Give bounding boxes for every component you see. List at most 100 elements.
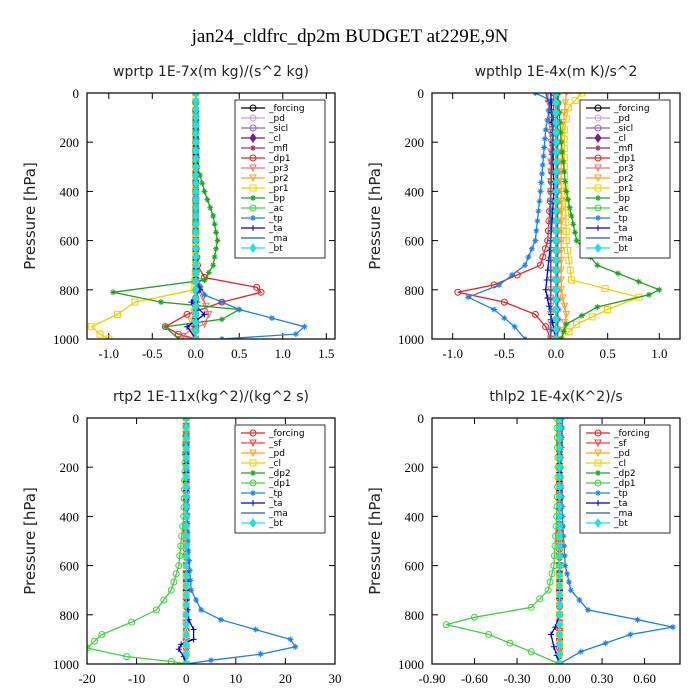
legend-label: _pr1: [268, 184, 289, 194]
data-point: [552, 186, 560, 197]
data-point: [552, 93, 560, 98]
data-point: [131, 298, 139, 306]
legend-marker: [249, 429, 257, 437]
data-point: [562, 562, 569, 569]
data-point: [201, 311, 208, 318]
data-point: [552, 275, 560, 285]
data-point: [594, 304, 601, 311]
series-group: [454, 93, 663, 339]
y-tick-label: 600: [405, 559, 425, 574]
legend-label: _pr2: [268, 174, 289, 184]
data-point: [182, 423, 190, 433]
data-point: [182, 550, 190, 561]
data-point: [527, 648, 535, 656]
legend-label: _dp2: [613, 469, 636, 479]
data-point: [182, 432, 190, 443]
data-point: [553, 418, 561, 422]
data-point: [627, 631, 634, 638]
data-point: [546, 578, 554, 586]
data-point: [187, 577, 194, 584]
data-point: [544, 117, 551, 124]
x-tick-label: 1.0: [651, 346, 667, 361]
legend-label: _mfl: [613, 144, 633, 154]
data-point: [182, 560, 190, 571]
legend-marker: [249, 124, 257, 132]
legend-label: _ta: [268, 499, 283, 509]
legend-marker: [249, 114, 257, 122]
data-point: [257, 288, 265, 296]
data-point: [552, 196, 560, 207]
legend-label: _forcing: [613, 104, 650, 114]
data-point: [635, 278, 642, 285]
legend-marker: [595, 145, 601, 151]
data-point: [552, 314, 560, 325]
x-tick-label: 0.00: [548, 671, 571, 686]
data-point: [182, 472, 190, 482]
legend-label: _forcing: [613, 429, 650, 439]
data-point: [557, 276, 565, 285]
data-point: [178, 333, 187, 339]
data-point: [496, 281, 503, 288]
data-point: [552, 137, 560, 148]
data-point: [533, 227, 540, 234]
data-point: [253, 283, 261, 291]
data-point: [538, 170, 545, 177]
y-tick-label: 200: [60, 460, 80, 475]
data-point: [594, 262, 601, 269]
y-tick-label: 800: [405, 608, 425, 623]
y-tick-label: 800: [60, 608, 80, 623]
y-tick-label: 400: [60, 184, 80, 199]
data-point: [211, 221, 218, 228]
data-point: [578, 312, 585, 319]
legend-label: _ta: [613, 499, 628, 509]
legend-label: _dp2: [268, 469, 291, 479]
data-point: [552, 107, 560, 118]
data-point: [538, 179, 545, 186]
y-tick-label: 600: [60, 559, 80, 574]
panels-container: wprtp 1E-7x(m kg)/(s^2 kg) Pressure [hPa]…: [21, 64, 681, 686]
legend-label: _mfl: [268, 144, 288, 154]
chart-panel: wprtp 1E-7x(m kg)/(s^2 kg) Pressure [hPa]…: [21, 64, 336, 361]
legend-label: _sicl: [268, 124, 288, 134]
data-point: [560, 109, 569, 117]
x-tick-label: -0.30: [503, 671, 530, 686]
legend-label: _tp: [613, 214, 628, 224]
data-point: [602, 640, 609, 647]
data-point: [210, 213, 217, 219]
legend-marker: [594, 429, 602, 437]
legend-marker: [594, 114, 602, 122]
data-point: [562, 209, 570, 217]
series-group: [87, 418, 299, 664]
data-point: [560, 302, 569, 311]
y-axis-label: Pressure [hPa]: [21, 162, 39, 270]
data-point: [539, 253, 547, 261]
data-point: [184, 538, 191, 544]
data-point: [588, 313, 596, 321]
series-line: [457, 93, 555, 339]
data-point: [98, 630, 106, 638]
data-point: [552, 157, 560, 167]
x-tick-label: -10: [128, 671, 145, 686]
series-line: [90, 93, 197, 339]
data-point: [552, 235, 560, 246]
data-point: [236, 306, 243, 313]
legend-label: _forcing: [268, 429, 305, 439]
legend-marker: [595, 490, 601, 496]
data-point: [214, 237, 221, 244]
data-point: [555, 521, 564, 532]
legend-marker: [594, 518, 602, 528]
y-tick-label: 200: [60, 135, 80, 150]
x-tick-label: 0.5: [231, 346, 247, 361]
data-point: [182, 649, 190, 659]
legend-marker: [595, 215, 601, 221]
data-point: [183, 310, 191, 318]
data-point: [562, 310, 571, 319]
data-point: [555, 590, 564, 600]
data-point: [634, 616, 641, 623]
data-point: [454, 288, 462, 296]
legend-marker: [249, 184, 257, 192]
data-point: [542, 286, 549, 293]
y-tick-label: 0: [418, 411, 425, 426]
data-point: [576, 597, 583, 604]
data-point: [552, 147, 560, 157]
